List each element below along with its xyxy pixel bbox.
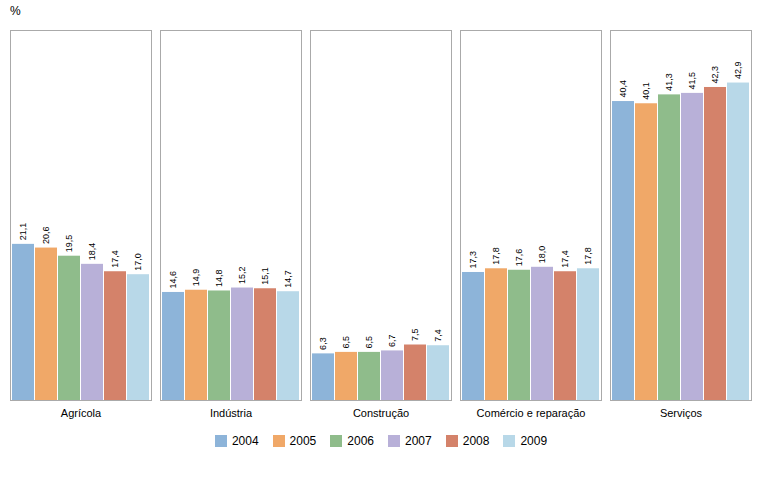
svg-text:7,4: 7,4 — [433, 329, 443, 342]
html-text:2009: 2009 — [520, 434, 548, 448]
svg-text:6,5: 6,5 — [364, 336, 374, 349]
svg-text:7,5: 7,5 — [410, 328, 420, 341]
svg-text:Comércio e reparação: Comércio e reparação — [477, 407, 586, 419]
svg-text:18,4: 18,4 — [87, 243, 97, 261]
svg-text:20,6: 20,6 — [41, 227, 51, 245]
svg-text:21,1: 21,1 — [18, 223, 28, 241]
svg-text:41,5: 41,5 — [687, 72, 697, 90]
svg-text:17,4: 17,4 — [560, 250, 570, 268]
svg-text:42,9: 42,9 — [733, 62, 743, 80]
svg-text:17,0: 17,0 — [133, 253, 143, 271]
svg-text:18,0: 18,0 — [537, 246, 547, 264]
svg-text:17,8: 17,8 — [583, 247, 593, 265]
html-text:2005: 2005 — [289, 434, 317, 448]
svg-text:Indústria: Indústria — [210, 407, 253, 419]
svg-text:19,5: 19,5 — [64, 235, 74, 253]
svg-text:6,3: 6,3 — [318, 337, 328, 350]
svg-text:14,6: 14,6 — [168, 271, 178, 289]
html-text:2008: 2008 — [462, 434, 490, 448]
svg-text:6,5: 6,5 — [341, 336, 351, 349]
html-text:2004: 2004 — [231, 434, 259, 448]
svg-text:Serviços: Serviços — [660, 407, 703, 419]
svg-text:14,8: 14,8 — [214, 269, 224, 287]
svg-text:15,2: 15,2 — [237, 266, 247, 284]
svg-text:17,4: 17,4 — [110, 250, 120, 268]
svg-text:41,3: 41,3 — [664, 73, 674, 91]
html-text:2007: 2007 — [405, 434, 432, 448]
html-text:2006: 2006 — [347, 434, 374, 448]
svg-text:Agrícola: Agrícola — [61, 407, 102, 419]
svg-text:42,3: 42,3 — [710, 66, 720, 84]
svg-text:17,8: 17,8 — [491, 247, 501, 265]
svg-text:6,7: 6,7 — [387, 334, 397, 347]
svg-text:Construção: Construção — [353, 407, 409, 419]
svg-text:14,7: 14,7 — [283, 270, 293, 288]
svg-text:15,1: 15,1 — [260, 267, 270, 285]
svg-text:14,9: 14,9 — [191, 269, 201, 287]
svg-text:17,3: 17,3 — [468, 251, 478, 269]
svg-text:40,4: 40,4 — [618, 80, 628, 98]
svg-text:40,1: 40,1 — [641, 82, 651, 100]
svg-text:17,6: 17,6 — [514, 249, 524, 267]
